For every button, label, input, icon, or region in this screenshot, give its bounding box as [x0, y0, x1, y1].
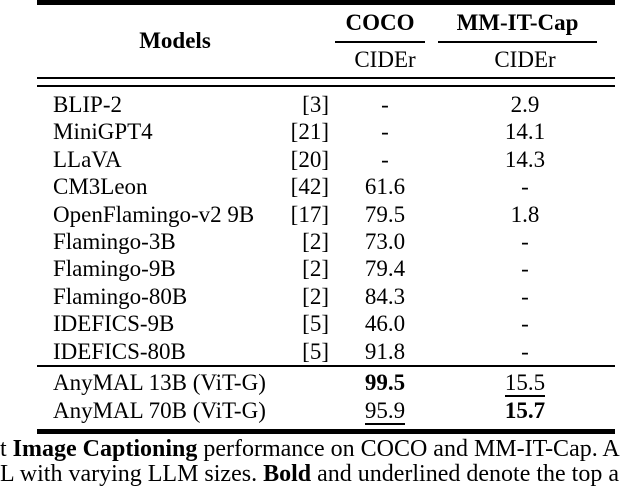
- caption-emphasis: Image: [12, 437, 77, 462]
- table-row: OpenFlamingo-v2 9B [17] 79.5 1.8: [37, 201, 615, 228]
- citation: [5]: [302, 338, 329, 364]
- table-row: IDEFICS-80B [5] 91.8 -: [37, 338, 615, 365]
- table-row: Flamingo-9B [2] 79.4 -: [37, 255, 615, 282]
- best-value: 99.5: [364, 369, 406, 395]
- table-row: LLaVA [20] - 14.3: [37, 146, 615, 173]
- citation: [17]: [290, 201, 329, 227]
- mmit-cider-value: 1.8: [510, 201, 540, 227]
- model-name: LLaVA: [53, 146, 122, 172]
- table-row: Flamingo-80B [2] 84.3 -: [37, 283, 615, 310]
- table-caption: t Image Captioning performance on COCO a…: [0, 437, 640, 487]
- col-group-mmit-cap: MM-IT-Cap: [438, 5, 597, 43]
- caption-line-2: L with varying LLM sizes. Bold and under…: [0, 462, 640, 487]
- mmit-cider-value: 14.1: [504, 119, 546, 145]
- best-value: 15.7: [504, 397, 546, 423]
- mmit-cider-value: 2.9: [510, 92, 540, 117]
- model-name: OpenFlamingo-v2 9B: [53, 201, 255, 227]
- table-header: Models COCO MM-IT-Cap CIDEr CIDEr: [37, 5, 615, 77]
- model-name: MiniGPT4: [53, 119, 153, 145]
- citation: [2]: [302, 283, 329, 309]
- mmit-cider-value: -: [521, 283, 529, 309]
- coco-cider-value: 84.3: [364, 283, 406, 309]
- model-name: IDEFICS-9B: [53, 311, 175, 337]
- table-body: BLIP-2 [3] - 2.9 MiniGPT4 [21] - 14.1 LL…: [37, 87, 615, 365]
- pre-anymal-rule: [37, 364, 615, 367]
- model-name: CM3Leon: [53, 174, 148, 200]
- models-header: Models: [139, 28, 211, 53]
- model-name: Flamingo-80B: [53, 283, 188, 309]
- second-best-value: 95.9: [364, 397, 406, 425]
- table-row: AnyMAL 13B (ViT-G) 99.5 15.5: [37, 369, 615, 397]
- mmit-cider-value: 15.5: [435, 369, 615, 397]
- subheader-mmit-cider: CIDEr: [494, 47, 556, 72]
- coco-cider-value: 61.6: [364, 174, 406, 200]
- caption-line-1: t Image Captioning performance on COCO a…: [0, 437, 640, 462]
- citation: [42]: [290, 174, 329, 200]
- mmit-cider-value: -: [521, 174, 529, 200]
- second-best-value: 15.5: [504, 369, 546, 397]
- table-row: IDEFICS-9B [5] 46.0 -: [37, 310, 615, 337]
- table-top-rule: [37, 0, 615, 5]
- coco-cider-value: -: [381, 146, 389, 172]
- citation: [5]: [302, 311, 329, 337]
- subheader-coco-cider: CIDEr: [354, 47, 416, 72]
- citation: [21]: [290, 119, 329, 145]
- mmit-cider-value: -: [521, 228, 529, 254]
- mmit-cider-value: 14.3: [504, 146, 546, 172]
- mmit-cider-value: -: [521, 256, 529, 282]
- citation: [3]: [302, 92, 329, 117]
- anymal-section: AnyMAL 13B (ViT-G) 99.5 15.5 AnyMAL 70B …: [37, 367, 615, 425]
- model-name: AnyMAL 70B (ViT-G): [53, 397, 266, 423]
- caption-emphasis: Captioning: [76, 437, 198, 462]
- caption-text: and underlined denote the top a: [311, 462, 619, 487]
- coco-cider-value: 99.5: [335, 369, 435, 397]
- model-name: Flamingo-3B: [53, 228, 176, 254]
- table-row: AnyMAL 70B (ViT-G) 95.9 15.7: [37, 397, 615, 425]
- table-bottom-rule: [37, 428, 615, 434]
- coco-cider-value: -: [381, 92, 389, 117]
- header-double-rule: [37, 77, 615, 87]
- model-name: Flamingo-9B: [53, 256, 176, 282]
- coco-cider-value: 73.0: [364, 228, 406, 254]
- table-row: BLIP-2 [3] - 2.9: [37, 91, 615, 118]
- coco-cider-value: 79.5: [364, 201, 406, 227]
- table-row: CM3Leon [42] 61.6 -: [37, 173, 615, 200]
- mmit-cider-value: 15.7: [435, 397, 615, 425]
- model-name: BLIP-2: [53, 92, 122, 117]
- caption-text: L with varying LLM sizes.: [0, 462, 264, 487]
- mmit-cider-value: -: [521, 311, 529, 337]
- mmit-cider-value: -: [521, 338, 529, 364]
- coco-cider-value: 91.8: [364, 338, 406, 364]
- model-name: AnyMAL 13B (ViT-G): [53, 369, 266, 395]
- coco-cider-value: -: [381, 119, 389, 145]
- table-row: MiniGPT4 [21] - 14.1: [37, 118, 615, 145]
- citation: [2]: [302, 228, 329, 254]
- coco-cider-value: 79.4: [364, 256, 406, 282]
- caption-text: t: [0, 437, 13, 462]
- results-table: Models COCO MM-IT-Cap CIDEr CIDEr BLIP-2…: [37, 0, 615, 434]
- coco-cider-value: 46.0: [364, 311, 406, 337]
- model-name: IDEFICS-80B: [53, 338, 186, 364]
- caption-text: performance on COCO and MM-IT-Cap. A: [197, 437, 620, 462]
- citation: [20]: [290, 146, 329, 172]
- table-row: Flamingo-3B [2] 73.0 -: [37, 228, 615, 255]
- citation: [255, 369, 335, 397]
- caption-emphasis: Bold: [263, 462, 312, 487]
- coco-cider-value: 95.9: [335, 397, 435, 425]
- col-group-coco: COCO: [335, 5, 425, 43]
- citation: [2]: [302, 256, 329, 282]
- citation: [255, 397, 335, 425]
